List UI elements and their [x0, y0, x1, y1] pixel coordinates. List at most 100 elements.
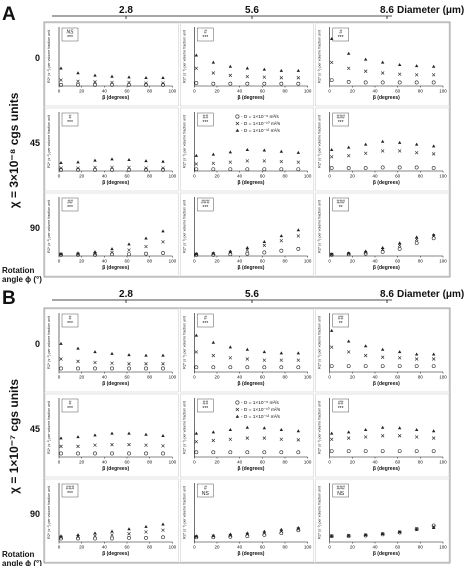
x-tick-label: 0 — [58, 89, 61, 94]
point-d1e-12 — [127, 75, 131, 79]
point-d1e-10 — [329, 60, 334, 65]
point-d1e-10 — [296, 358, 301, 362]
point-d1e-8 — [279, 531, 284, 536]
significance-box — [197, 27, 214, 42]
significance-top: # — [204, 30, 207, 36]
x-tick-label: 40 — [372, 375, 378, 380]
significance-box — [61, 313, 79, 328]
point-d1e-10 — [161, 444, 165, 448]
significance-box — [197, 483, 214, 498]
point-d1e-12 — [76, 435, 80, 439]
point-d1e-8 — [127, 82, 131, 87]
point-d1e-10 — [363, 353, 368, 358]
point-d1e-12 — [431, 144, 436, 148]
panel-letter: A — [2, 4, 16, 25]
point-d1e-10 — [93, 360, 97, 365]
point-d1e-10 — [346, 350, 351, 354]
y-axis-label: R2* (s⁻¹) per volume fraction unit — [47, 30, 51, 83]
point-d1e-12 — [144, 159, 148, 163]
point-d1e-12 — [262, 529, 267, 533]
point-d1e-8 — [262, 167, 267, 172]
x-tick-label: 20 — [79, 259, 85, 264]
point-d1e-8 — [110, 252, 114, 257]
subplot-cell — [315, 308, 450, 393]
point-d1e-10 — [279, 437, 284, 442]
significance-bottom: *** — [202, 205, 208, 211]
x-tick-label: 0 — [193, 545, 196, 550]
y-axis-label: R2* (s⁻¹) per volume fraction unit — [47, 401, 51, 454]
point-d1e-10 — [397, 149, 402, 153]
point-d1e-8 — [228, 365, 233, 370]
point-d1e-8 — [144, 535, 148, 540]
point-d1e-8 — [296, 247, 301, 251]
x-tick-label: 40 — [102, 460, 108, 465]
subplot-cell — [315, 393, 450, 478]
y-axis-label: R2* (s⁻¹) per volume fraction unit — [182, 316, 186, 369]
point-d1e-12 — [262, 67, 267, 71]
point-d1e-12 — [76, 71, 80, 75]
point-d1e-8 — [76, 366, 80, 371]
chi-label: χ = 1×10⁻⁷ cgs units — [7, 379, 21, 494]
point-d1e-8 — [380, 449, 385, 454]
legend-marker-circle — [235, 400, 240, 405]
row-angle-label: 45 — [30, 138, 40, 148]
point-d1e-12 — [93, 433, 97, 437]
x-tick-label: 40 — [102, 375, 108, 380]
x-tick-label: 100 — [304, 259, 312, 264]
point-d1e-12 — [279, 149, 284, 153]
significance-box — [61, 197, 79, 212]
point-d1e-12 — [194, 53, 199, 57]
point-d1e-12 — [346, 430, 351, 434]
point-d1e-8 — [211, 167, 216, 172]
point-d1e-8 — [414, 241, 419, 245]
x-tick-label: 80 — [282, 460, 288, 465]
point-d1e-10 — [144, 443, 148, 447]
point-d1e-12 — [110, 157, 114, 161]
x-axis-label: β (degrees) — [373, 551, 400, 557]
x-tick-label: 100 — [169, 259, 177, 264]
point-d1e-12 — [414, 527, 419, 531]
legend-marker-triangle — [235, 414, 240, 418]
point-d1e-12 — [245, 66, 250, 70]
point-d1e-10 — [262, 75, 267, 79]
point-d1e-10 — [245, 74, 250, 79]
point-d1e-12 — [194, 251, 199, 255]
x-axis-label: β (degrees) — [238, 265, 265, 271]
x-axis-label: β (degrees) — [102, 265, 129, 271]
point-d1e-12 — [76, 251, 80, 255]
point-d1e-8 — [397, 165, 402, 170]
x-tick-label: 80 — [418, 89, 424, 94]
point-d1e-8 — [245, 534, 250, 539]
x-tick-label: 20 — [214, 259, 220, 264]
significance-box — [197, 313, 214, 328]
legend-marker-cross — [235, 407, 240, 412]
significance-top: # — [204, 486, 207, 492]
point-d1e-12 — [279, 234, 284, 238]
point-d1e-10 — [363, 69, 368, 73]
point-d1e-8 — [59, 366, 63, 371]
point-d1e-12 — [211, 340, 216, 344]
point-d1e-12 — [414, 64, 419, 68]
point-d1e-8 — [380, 249, 385, 254]
point-d1e-10 — [161, 81, 165, 85]
point-d1e-12 — [262, 426, 267, 430]
x-tick-label: 80 — [147, 460, 153, 465]
x-axis-label: β (degrees) — [238, 95, 265, 101]
point-d1e-10 — [279, 238, 284, 243]
x-tick-label: 20 — [79, 460, 85, 465]
x-tick-label: 100 — [439, 89, 447, 94]
y-axis-label: R2* (s⁻¹) per volume fraction unit — [182, 200, 186, 253]
point-d1e-10 — [245, 357, 250, 361]
point-d1e-8 — [245, 81, 250, 86]
x-axis-label: β (degrees) — [238, 466, 265, 472]
x-tick-label: 60 — [395, 259, 401, 264]
point-d1e-10 — [262, 243, 267, 248]
x-tick-label: 60 — [260, 460, 266, 465]
point-d1e-8 — [262, 450, 267, 455]
point-d1e-8 — [228, 252, 233, 257]
point-d1e-12 — [245, 245, 250, 249]
significance-bottom: *** — [67, 35, 73, 41]
point-d1e-10 — [279, 358, 284, 362]
point-d1e-12 — [76, 160, 80, 164]
x-tick-label: 100 — [439, 545, 447, 550]
